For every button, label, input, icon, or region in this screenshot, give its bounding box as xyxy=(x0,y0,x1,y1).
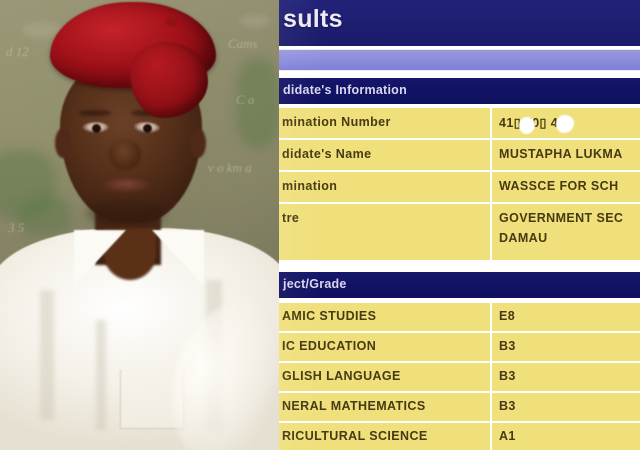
table-row: didate's Name MUSTAPHA LUKMA xyxy=(279,140,640,172)
subject-name: RICULTURAL SCIENCE xyxy=(279,423,492,450)
result-title-bar: sults xyxy=(279,0,640,46)
subject-name: IC EDUCATION xyxy=(279,333,492,361)
subject-grade-table: AMIC STUDIES E8 IC EDUCATION B3 GLISH LA… xyxy=(279,303,640,450)
table-row: GLISH LANGUAGE B3 xyxy=(279,363,640,393)
subject-grade: A1 xyxy=(499,429,516,443)
field-label: mination Number xyxy=(279,108,492,138)
subject-grade: E8 xyxy=(499,309,516,323)
section-header-label: ject/Grade xyxy=(283,277,347,291)
table-row: mination Number 41▯ 50▯ 49 xyxy=(279,108,640,140)
field-label: mination xyxy=(279,172,492,202)
subject-grade: B3 xyxy=(499,339,516,353)
wall-smudge xyxy=(236,58,279,148)
candidate-information-table: mination Number 41▯ 50▯ 49 didate's Name… xyxy=(279,108,640,268)
beret-side-flap xyxy=(130,42,208,118)
ear-right xyxy=(190,128,206,158)
subject-grade: B3 xyxy=(499,399,516,413)
page-title: sults xyxy=(283,5,343,33)
ear-left xyxy=(55,128,71,158)
shirt-fold xyxy=(40,290,54,420)
subject-grade: B3 xyxy=(499,369,516,383)
result-sheet: sults didate's Information mination Numb… xyxy=(279,0,640,450)
field-label: didate's Name xyxy=(279,140,492,170)
wall-scuff xyxy=(22,22,62,38)
wall-smudge xyxy=(18,196,72,236)
field-value-line1: GOVERNMENT SEC xyxy=(499,211,624,225)
pupil-right xyxy=(143,124,152,133)
redaction-blob xyxy=(556,115,574,133)
chin-shadow xyxy=(86,200,166,226)
mouth xyxy=(100,178,152,193)
section-header-subject-grade: ject/Grade xyxy=(279,272,640,298)
accent-band xyxy=(279,50,640,70)
field-value: GOVERNMENT SEC DAMAU xyxy=(492,204,640,260)
section-header-label: didate's Information xyxy=(283,83,407,97)
eyebrow-left xyxy=(79,110,111,116)
shirt-collar-left xyxy=(74,230,126,286)
table-row: mination WASSCE FOR SCH xyxy=(279,172,640,204)
wall-smudge xyxy=(0,150,56,220)
wall-scuff xyxy=(240,14,270,28)
redaction-blob xyxy=(519,117,535,134)
subject-name: NERAL MATHEMATICS xyxy=(279,393,492,421)
section-header-candidate-information: didate's Information xyxy=(279,78,640,104)
table-row: tre GOVERNMENT SEC DAMAU xyxy=(279,204,640,262)
table-row: NERAL MATHEMATICS B3 xyxy=(279,393,640,423)
nose xyxy=(109,140,141,170)
subject-name: AMIC STUDIES xyxy=(279,303,492,331)
shirt-collar-right xyxy=(152,230,204,286)
table-row: IC EDUCATION B3 xyxy=(279,333,640,363)
field-label: tre xyxy=(279,204,492,260)
field-value-line2: DAMAU xyxy=(499,231,548,245)
shirt-fold xyxy=(96,320,106,430)
field-value: WASSCE FOR SCH xyxy=(499,179,619,193)
field-value: MUSTAPHA LUKMA xyxy=(499,147,623,161)
subject-name: GLISH LANGUAGE xyxy=(279,363,492,391)
beret-stalk xyxy=(166,18,177,26)
table-row: AMIC STUDIES E8 xyxy=(279,303,640,333)
table-row: RICULTURAL SCIENCE A1 xyxy=(279,423,640,450)
pupil-left xyxy=(92,124,101,133)
student-photo: Cams C a v o km a d 12 3 5 xyxy=(0,0,279,450)
